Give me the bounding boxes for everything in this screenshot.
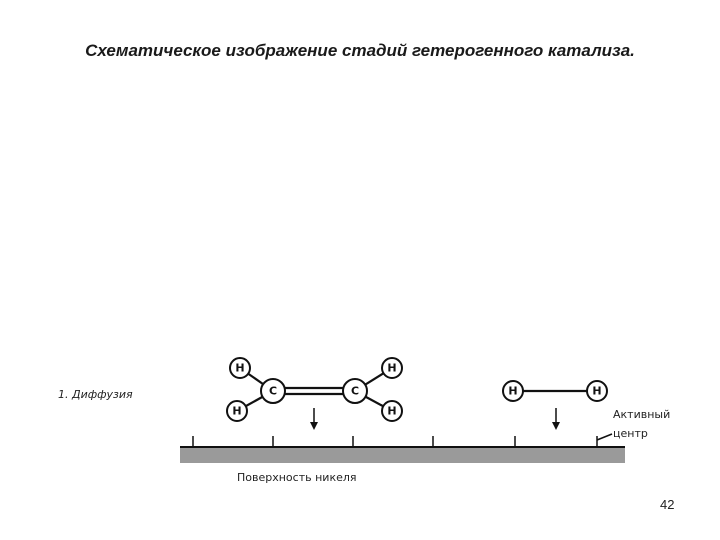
slide-title: Схематическое изображение стадий гетерог… bbox=[85, 41, 635, 60]
surface-label: Поверхность никеля bbox=[237, 471, 357, 484]
atom: H bbox=[387, 362, 396, 375]
arrows bbox=[310, 408, 560, 430]
atom: H bbox=[592, 385, 601, 398]
active-site-label: центр bbox=[613, 427, 648, 440]
atom: H bbox=[508, 385, 517, 398]
atom: H bbox=[232, 405, 241, 418]
active-site-ticks bbox=[192, 433, 613, 447]
atom: C bbox=[351, 385, 359, 398]
active-site-label: Активный bbox=[613, 408, 670, 421]
page-number: 42 bbox=[660, 497, 674, 512]
hydrogen: H H bbox=[502, 380, 608, 402]
step-label: 1. Диффузия bbox=[58, 388, 133, 401]
atom: C bbox=[269, 385, 277, 398]
atom: H bbox=[235, 362, 244, 375]
atom: H bbox=[387, 405, 396, 418]
nickel-surface bbox=[180, 447, 625, 463]
ethylene: H C C H H H bbox=[226, 357, 403, 422]
